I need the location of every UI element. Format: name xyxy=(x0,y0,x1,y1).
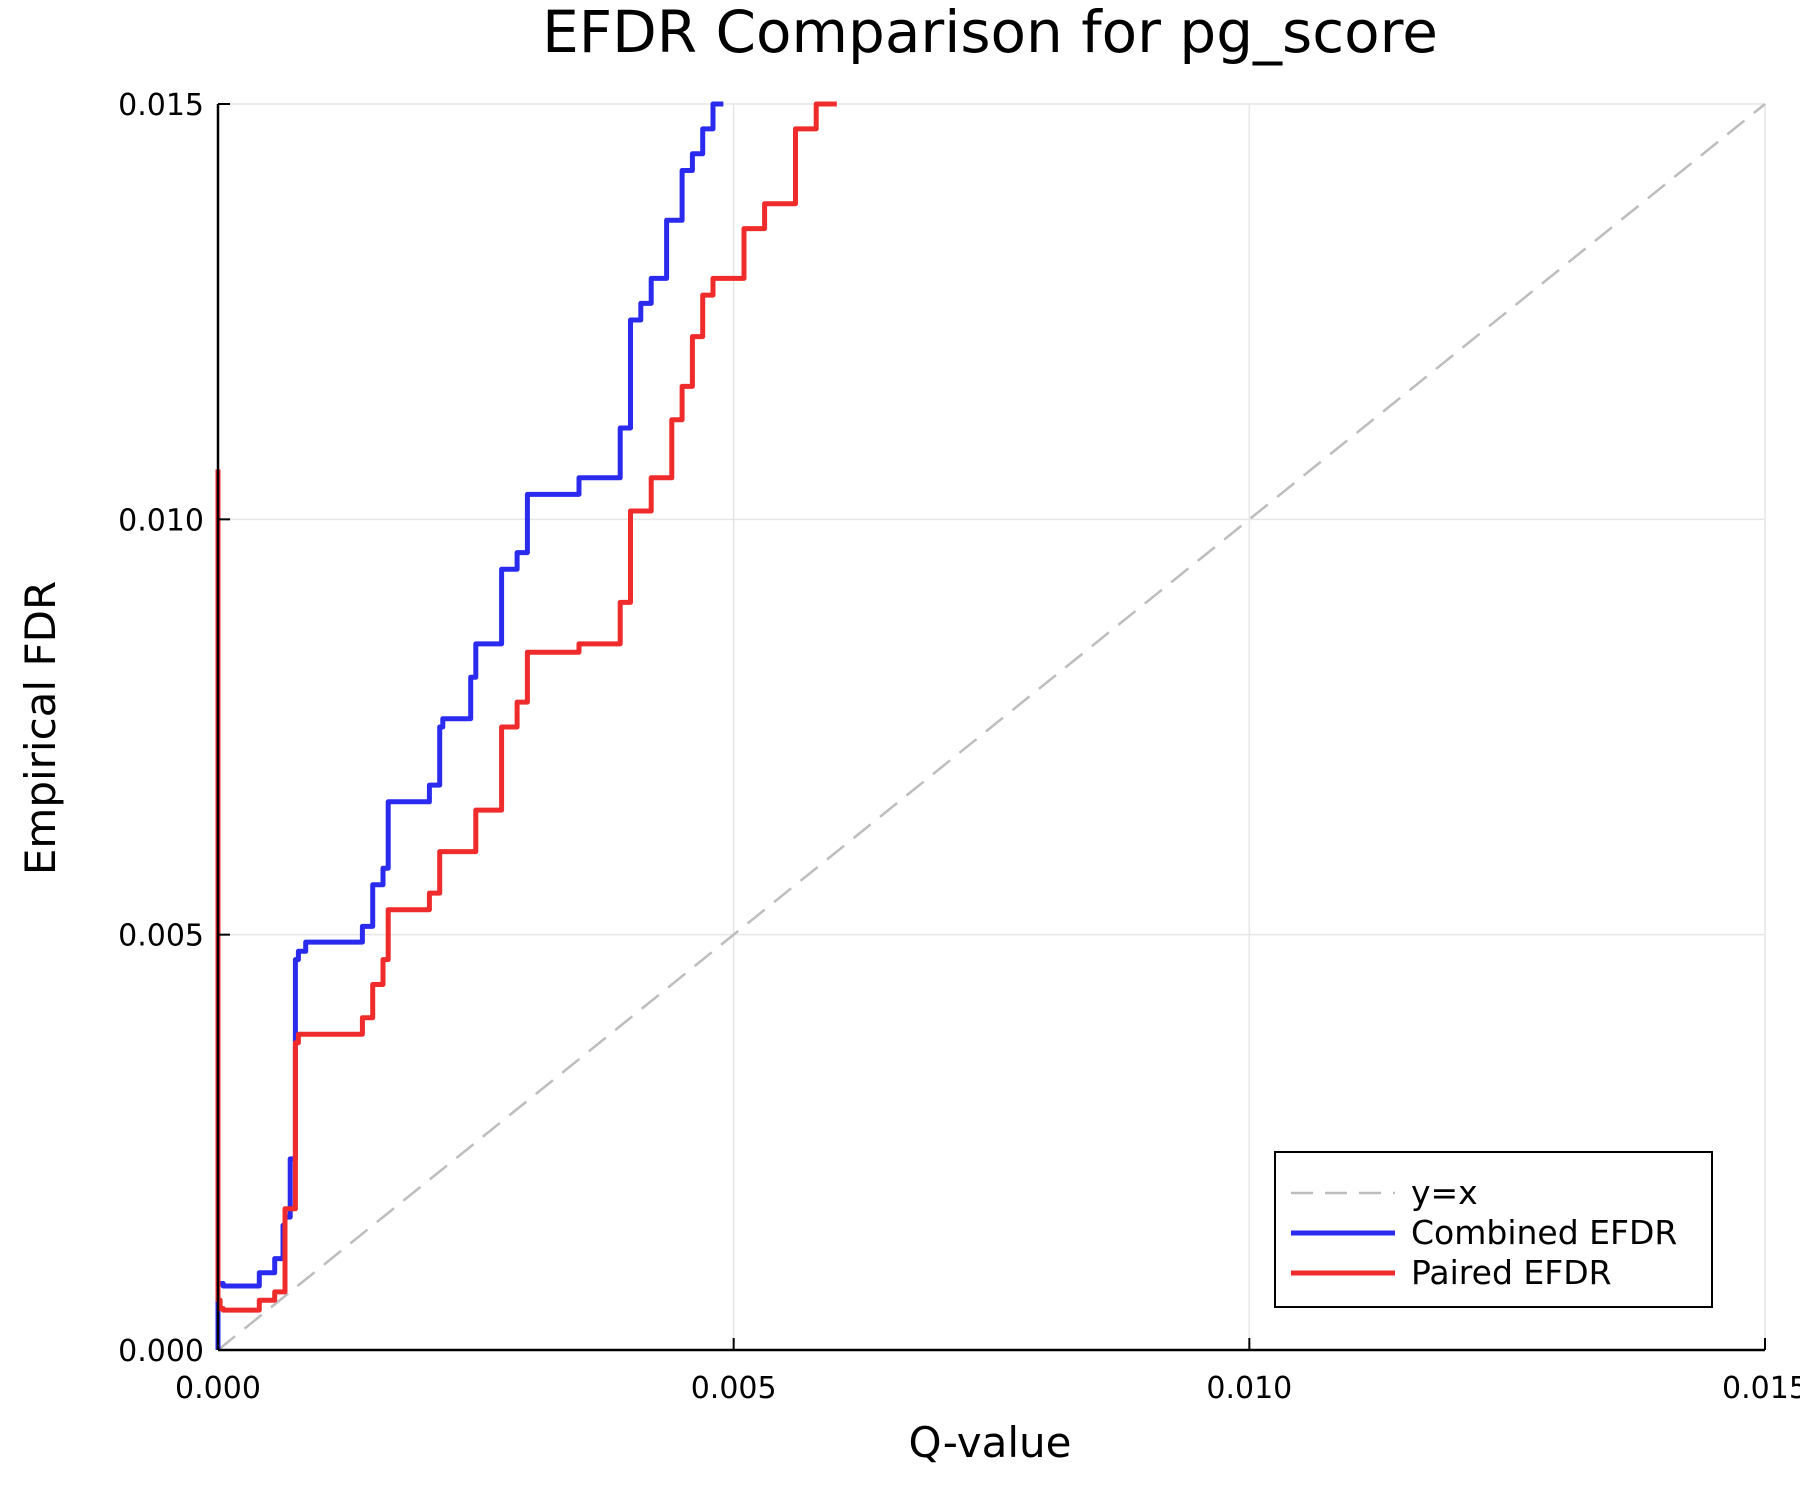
series-line-y-x xyxy=(217,103,1766,1351)
y-tick-label: 0.010 xyxy=(118,503,204,538)
chart-title: EFDR Comparison for pg_score xyxy=(542,0,1438,66)
legend-label: Combined EFDR xyxy=(1411,1213,1677,1252)
plot-layer xyxy=(215,101,1766,1351)
y-tick-label: 0.005 xyxy=(118,919,204,954)
x-tick-label: 0.005 xyxy=(691,1371,777,1406)
x-tick-label: 0.010 xyxy=(1206,1371,1292,1406)
x-tick-label: 0.015 xyxy=(1722,1371,1800,1406)
y-axis-title: Empirical FDR xyxy=(16,581,65,875)
legend-box xyxy=(1274,1151,1713,1308)
axis-layer: 0.000 0.005 0.010 0.015 0.000 0.005 0.010 0.015 xyxy=(118,88,1800,1406)
y-tick-label: 0.015 xyxy=(118,88,204,123)
legend-label: Paired EFDR xyxy=(1411,1253,1612,1292)
y-tick-label: 0.000 xyxy=(118,1334,204,1369)
series-line-paired-efdr xyxy=(215,101,837,1313)
x-tick-label: 0.000 xyxy=(175,1371,261,1406)
legend-label: y=x xyxy=(1411,1173,1478,1212)
x-axis-title: Q-value xyxy=(909,1418,1072,1467)
